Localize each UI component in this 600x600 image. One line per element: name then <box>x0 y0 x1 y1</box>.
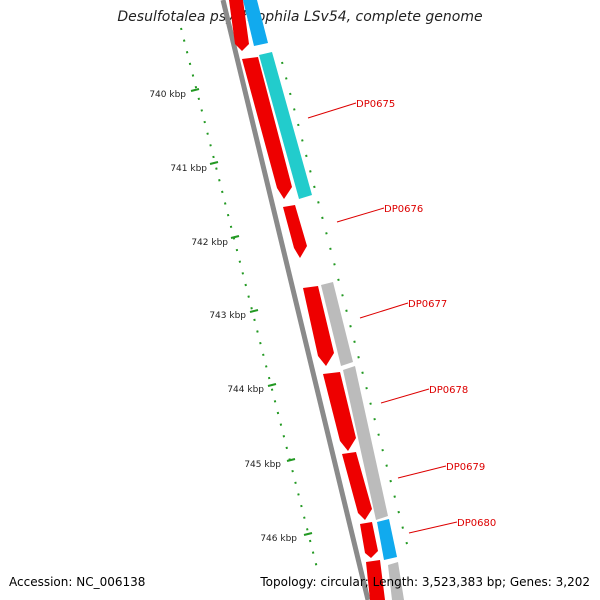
kbp-tick-mark <box>249 309 259 313</box>
genome-backbone <box>220 0 371 600</box>
cds-block <box>377 519 397 560</box>
gene-arrow <box>283 205 307 258</box>
gene-leader-line <box>397 465 447 479</box>
gene-label: DP0677 <box>408 299 447 310</box>
accession-label: Accession: NC_006138 <box>9 575 146 589</box>
gene-leader-line <box>359 302 409 319</box>
kbp-tick-mark <box>190 88 200 92</box>
kbp-ticks <box>190 88 313 536</box>
kbp-tick-mark <box>303 532 313 536</box>
backbone-line <box>220 0 371 600</box>
cds-block <box>259 52 312 199</box>
kbp-tick-mark <box>286 458 296 462</box>
cds-block <box>243 0 268 46</box>
gene-arrow <box>323 372 356 451</box>
gene-label: DP0679 <box>446 462 485 473</box>
gene-arrow <box>366 560 385 600</box>
gene-leader-line <box>307 102 357 119</box>
gene-leader-line <box>336 207 385 223</box>
kbp-tick-label: 743 kbp <box>209 311 246 321</box>
gene-arrow <box>342 452 372 520</box>
gene-arrow <box>303 286 334 366</box>
gene-labels: DP0675 DP0676 DP0677 DP0678 DP0679 DP068… <box>356 99 496 529</box>
gene-arrow <box>360 522 378 558</box>
gene-label: DP0675 <box>356 99 395 110</box>
gene-label: DP0676 <box>384 204 423 215</box>
cds-block <box>388 562 404 600</box>
gene-label-leaders <box>307 102 458 534</box>
kbp-tick-label: 745 kbp <box>244 460 281 470</box>
kbp-tick-mark <box>209 161 219 165</box>
gene-arrow <box>229 0 249 51</box>
cds-block <box>343 366 388 520</box>
kbp-tick-mark <box>267 383 277 387</box>
gene-leader-line <box>380 388 430 404</box>
map-title: Desulfotalea psychrophila LSv54, complet… <box>117 9 483 25</box>
gene-arrow <box>242 57 292 199</box>
gene-label: DP0680 <box>457 518 496 529</box>
kbp-tick-label: 744 kbp <box>227 385 264 395</box>
gene-leader-line <box>408 521 458 534</box>
kbp-tick-label: 746 kbp <box>260 534 297 544</box>
kbp-tick-labels: 740 kbp 741 kbp 742 kbp 743 kbp 744 kbp … <box>149 90 297 544</box>
kbp-tick-label: 740 kbp <box>149 90 186 100</box>
genome-summary-label: Topology: circular; Length: 3,523,383 bp… <box>260 575 590 589</box>
cds-track <box>243 0 404 600</box>
kbp-tick-label: 741 kbp <box>170 164 207 174</box>
gene-label: DP0678 <box>429 385 468 396</box>
outer-dotted-track-line <box>281 61 409 549</box>
kbp-tick-mark <box>230 235 240 239</box>
kbp-tick-label: 742 kbp <box>191 238 228 248</box>
outer-dotted-track <box>281 61 409 549</box>
forward-genes <box>229 0 385 600</box>
cds-block <box>321 282 353 366</box>
